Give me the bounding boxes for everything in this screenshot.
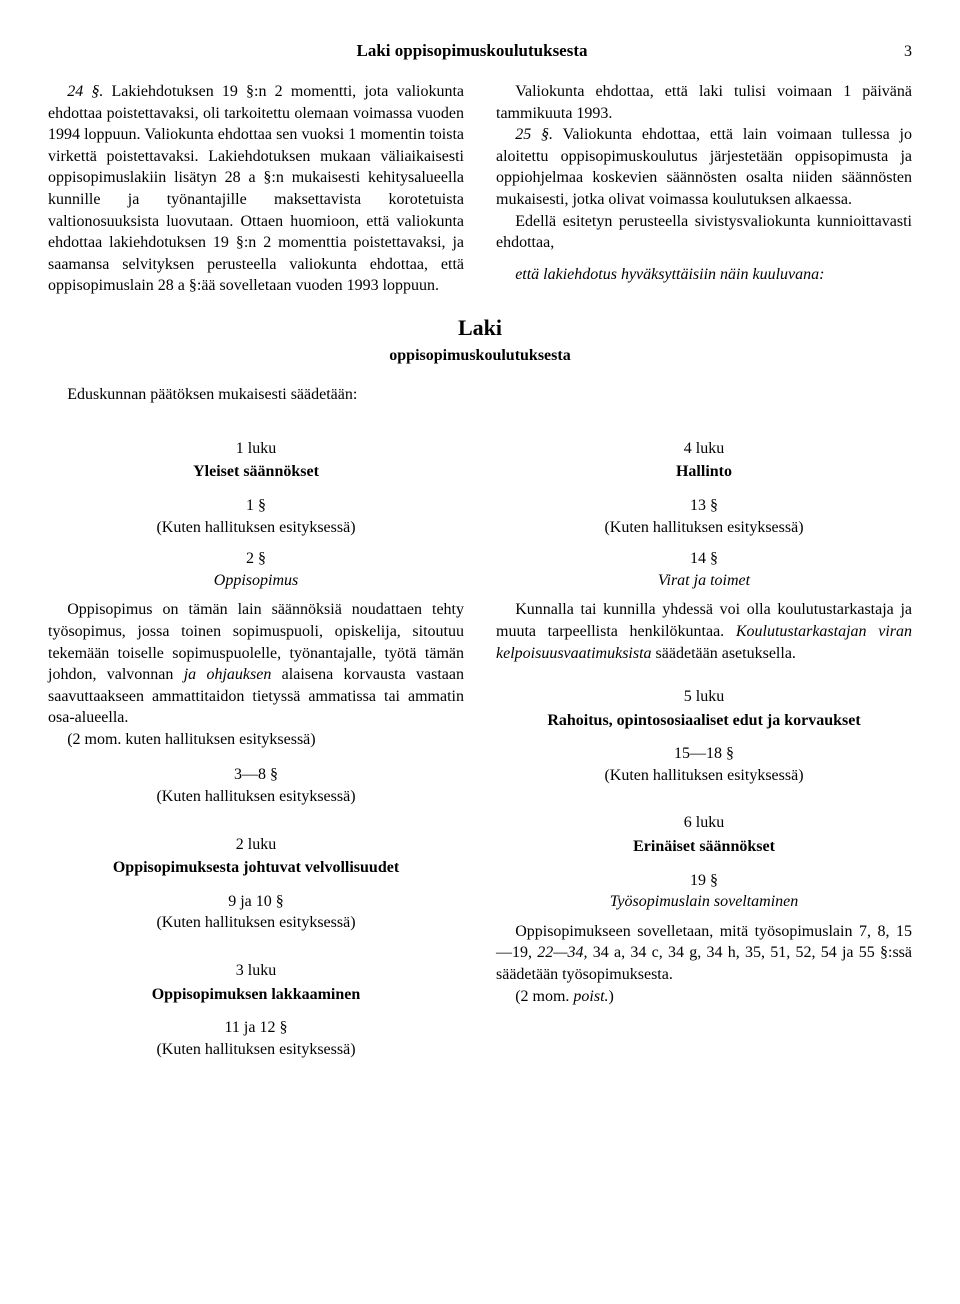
s19-body-p1: Oppisopimukseen sovelletaan, mitä työsop… bbox=[496, 921, 912, 986]
ch3-num: 3 luku bbox=[48, 960, 464, 982]
ch1-num: 1 luku bbox=[48, 438, 464, 460]
ch4-num: 4 luku bbox=[496, 438, 912, 460]
ch6-title: Erinäiset säännökset bbox=[496, 836, 912, 858]
s15-18-num: 15—18 § bbox=[496, 743, 912, 765]
intro-left-p1: 24 §. Lakiehdotuksen 19 §:n 2 momentti, … bbox=[48, 81, 464, 297]
s1-num: 1 § bbox=[48, 495, 464, 517]
s11-12-ref: (Kuten hallituksen esityksessä) bbox=[48, 1039, 464, 1061]
s1-ref: (Kuten hallituksen esityksessä) bbox=[48, 517, 464, 539]
s14-title: Virat ja toimet bbox=[496, 570, 912, 592]
s19-body: Oppisopimukseen sovelletaan, mitä työsop… bbox=[496, 921, 912, 1007]
s3-8-num: 3—8 § bbox=[48, 764, 464, 786]
s19-title: Työsopimuslain soveltaminen bbox=[496, 891, 912, 913]
intro-right-p4: että lakiehdotus hyväksyttäisiin näin ku… bbox=[496, 264, 912, 286]
intro-columns: 24 §. Lakiehdotuksen 19 §:n 2 momentti, … bbox=[48, 81, 912, 297]
page-number: 3 bbox=[904, 41, 912, 63]
law-columns: 1 luku Yleiset säännökset 1 § (Kuten hal… bbox=[48, 420, 912, 1069]
ch3-title: Oppisopimuksen lakkaaminen bbox=[48, 984, 464, 1006]
intro-right-p2: 25 §. Valiokunta ehdottaa, että lain voi… bbox=[496, 124, 912, 210]
intro-left: 24 §. Lakiehdotuksen 19 §:n 2 momentti, … bbox=[48, 81, 464, 297]
law-preamble: Eduskunnan päätöksen mukaisesti säädetää… bbox=[48, 384, 912, 406]
law-heading: Laki bbox=[48, 313, 912, 343]
ch2-title: Oppisopimuksesta johtuvat velvollisuudet bbox=[48, 857, 464, 879]
ch6-num: 6 luku bbox=[496, 812, 912, 834]
law-subheading: oppisopimuskoulutuksesta bbox=[48, 345, 912, 367]
s14-num: 14 § bbox=[496, 548, 912, 570]
s19-num: 19 § bbox=[496, 870, 912, 892]
s2-body: Oppisopimus on tämän lain säännöksiä nou… bbox=[48, 599, 464, 750]
s13-ref: (Kuten hallituksen esityksessä) bbox=[496, 517, 912, 539]
s9-10-num: 9 ja 10 § bbox=[48, 891, 464, 913]
s13-num: 13 § bbox=[496, 495, 912, 517]
page-header: Laki oppisopimuskoulutuksesta 3 bbox=[48, 40, 912, 63]
law-right-col: 4 luku Hallinto 13 § (Kuten hallituksen … bbox=[496, 420, 912, 1069]
ch4-title: Hallinto bbox=[496, 461, 912, 483]
s2-title: Oppisopimus bbox=[48, 570, 464, 592]
intro-right-p1: Valiokunta ehdottaa, että laki tulisi vo… bbox=[496, 81, 912, 124]
s2-body-p1: Oppisopimus on tämän lain säännöksiä nou… bbox=[48, 599, 464, 729]
s19-body-p2: (2 mom. poist.) bbox=[496, 986, 912, 1008]
s3-8-ref: (Kuten hallituksen esityksessä) bbox=[48, 786, 464, 808]
s9-10-ref: (Kuten hallituksen esityksessä) bbox=[48, 912, 464, 934]
ch2-num: 2 luku bbox=[48, 834, 464, 856]
intro-right: Valiokunta ehdottaa, että laki tulisi vo… bbox=[496, 81, 912, 297]
law-left-col: 1 luku Yleiset säännökset 1 § (Kuten hal… bbox=[48, 420, 464, 1069]
s15-18-ref: (Kuten hallituksen esityksessä) bbox=[496, 765, 912, 787]
section-ref-24: 24 §. bbox=[67, 83, 103, 100]
s2-num: 2 § bbox=[48, 548, 464, 570]
s2-body-p2: (2 mom. kuten hallituksen esityksessä) bbox=[48, 729, 464, 751]
s14-body-p1: Kunnalla tai kunnilla yhdessä voi olla k… bbox=[496, 599, 912, 664]
ch1-title: Yleiset säännökset bbox=[48, 461, 464, 483]
ch5-title: Rahoitus, opintososiaaliset edut ja korv… bbox=[496, 710, 912, 732]
ch5-num: 5 luku bbox=[496, 686, 912, 708]
section-ref-25: 25 §. bbox=[515, 126, 553, 143]
s14-body: Kunnalla tai kunnilla yhdessä voi olla k… bbox=[496, 599, 912, 664]
intro-right-p3: Edellä esitetyn perusteella sivistysvali… bbox=[496, 211, 912, 254]
s11-12-num: 11 ja 12 § bbox=[48, 1017, 464, 1039]
doc-title: Laki oppisopimuskoulutuksesta bbox=[48, 40, 896, 63]
